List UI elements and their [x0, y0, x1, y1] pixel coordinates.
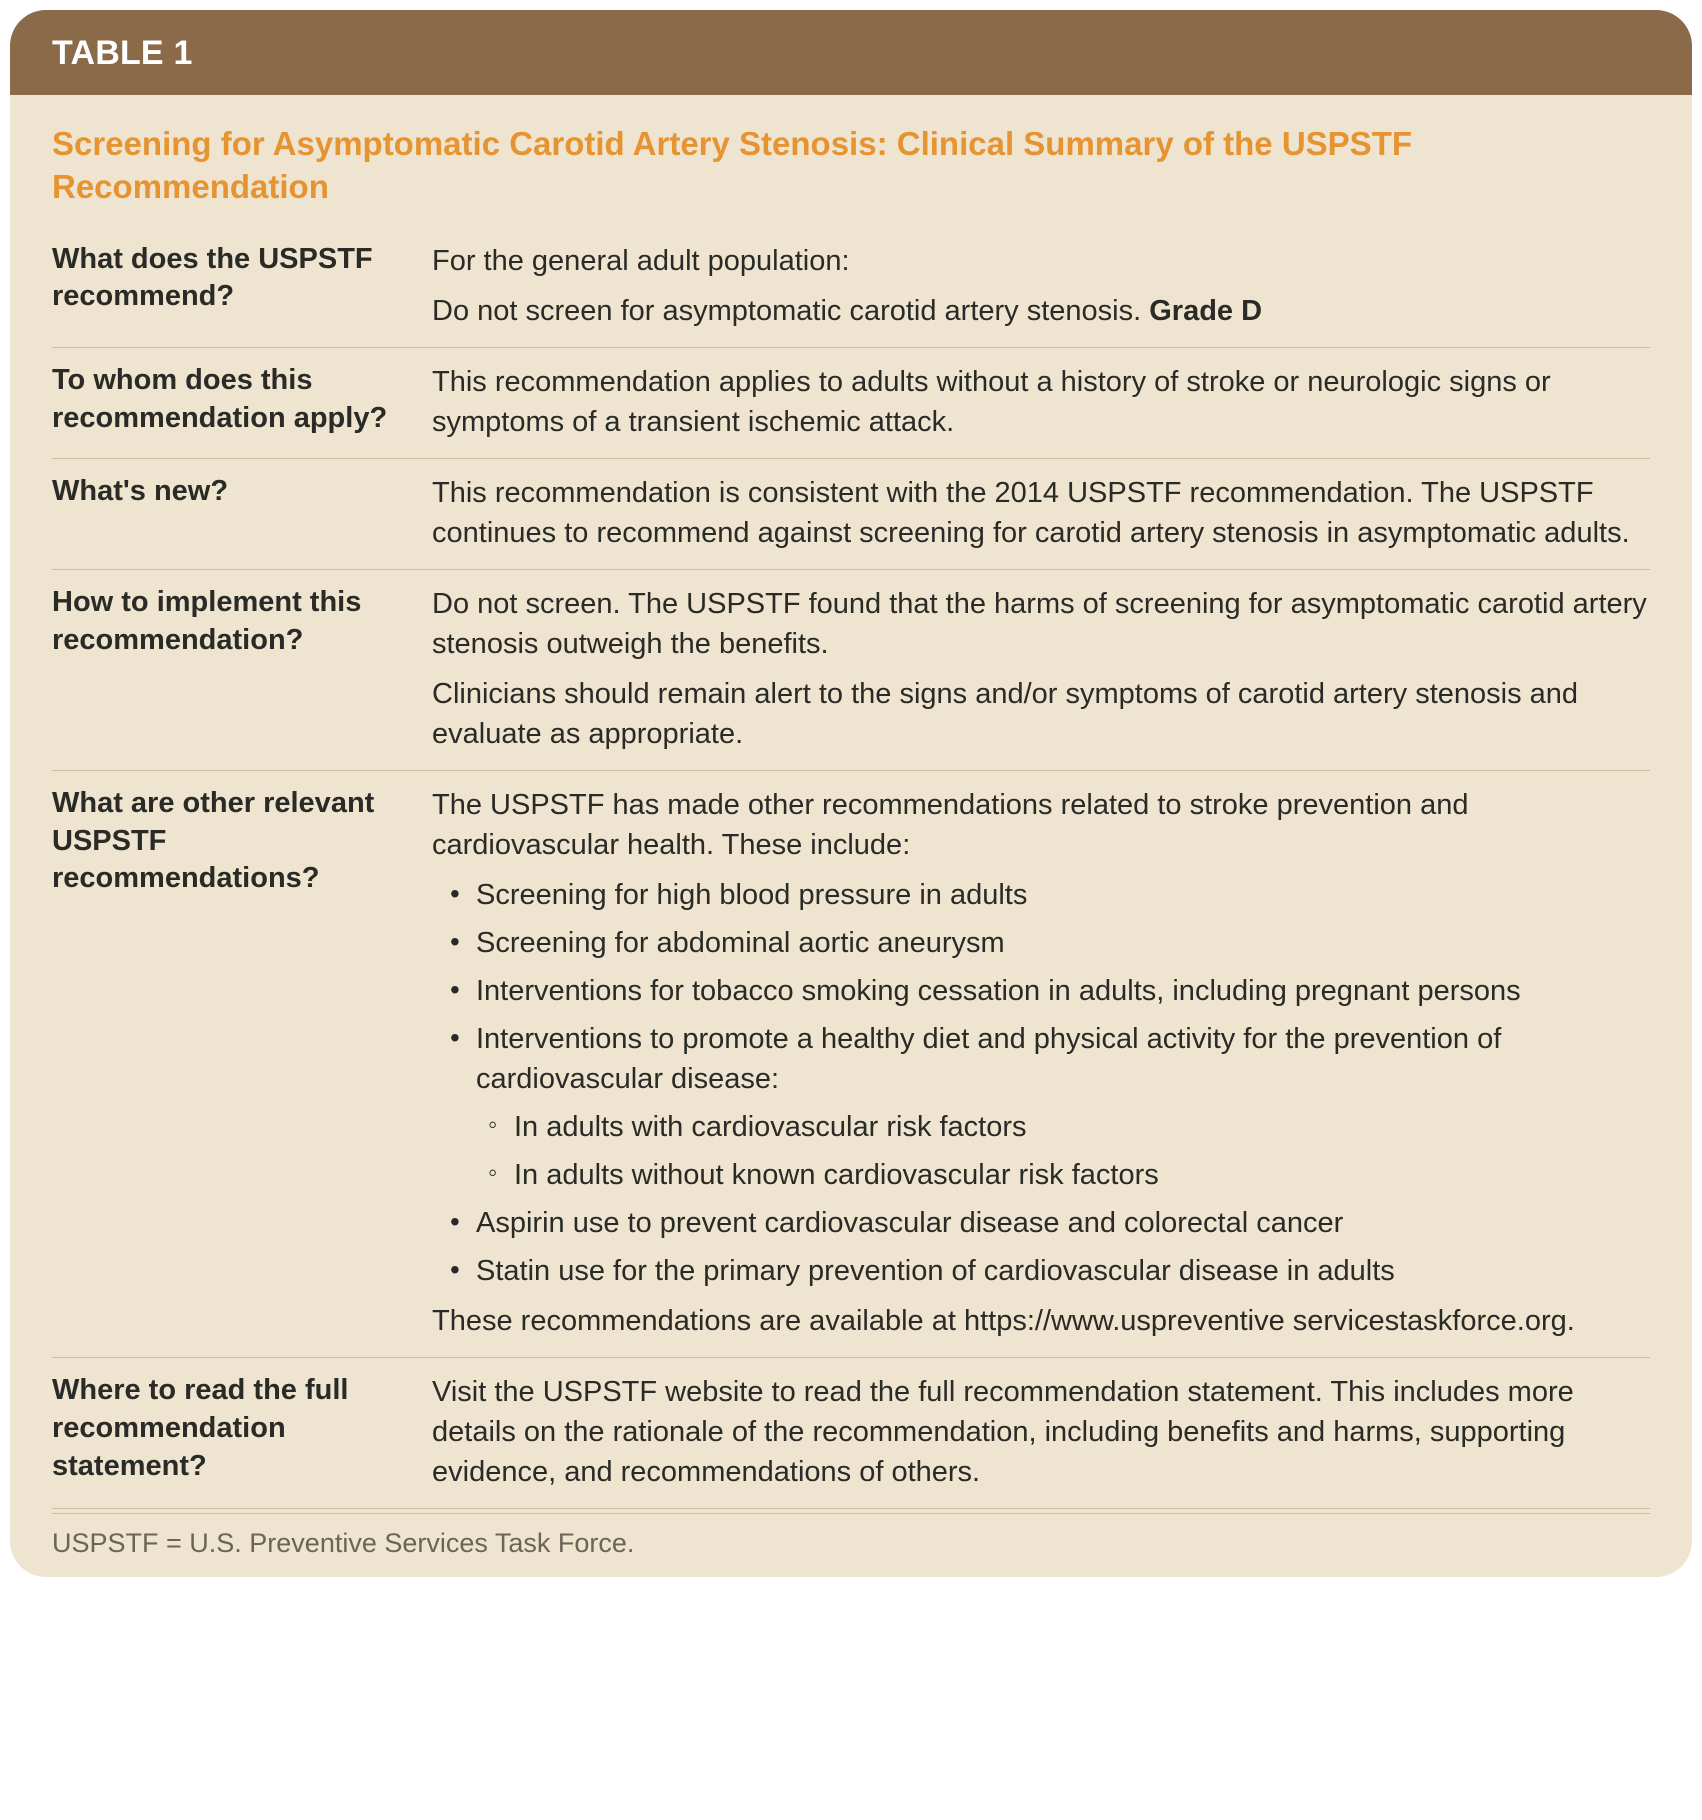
list-item: Aspirin use to prevent cardiovascular di… — [476, 1203, 1650, 1243]
list-item: Screening for abdominal aortic aneurysm — [476, 923, 1650, 963]
list-item: Interventions to promote a healthy diet … — [476, 1019, 1650, 1195]
row-text: The USPSTF has made other recommendation… — [432, 785, 1650, 865]
row-text: Do not screen for asymptomatic carotid a… — [432, 291, 1650, 331]
footnote-text: USPSTF = U.S. Preventive Services Task F… — [52, 1528, 1650, 1559]
row-label: What are other relevant USPSTF recommend… — [52, 785, 432, 1341]
row-content: This recommendation is consistent with t… — [432, 473, 1650, 553]
row-label: How to implement this recommendation? — [52, 584, 432, 754]
row-text: This recommendation applies to adults wi… — [432, 362, 1650, 442]
row-label: What's new? — [52, 473, 432, 553]
row-label: To whom does this recommendation apply? — [52, 362, 432, 442]
row-content: The USPSTF has made other recommendation… — [432, 785, 1650, 1341]
row-content: Do not screen. The USPSTF found that the… — [432, 584, 1650, 754]
row-content: For the general adult population: Do not… — [432, 241, 1650, 331]
row-text: Visit the USPSTF website to read the ful… — [432, 1372, 1650, 1492]
row-text: These recommendations are available at h… — [432, 1301, 1650, 1341]
table-row: Where to read the full recommendation st… — [52, 1358, 1650, 1509]
table-row: What are other relevant USPSTF recommend… — [52, 771, 1650, 1358]
row-text: Do not screen. The USPSTF found that the… — [432, 584, 1650, 664]
row-text: For the general adult population: — [432, 241, 1650, 281]
row-text-span: Do not screen for asymptomatic carotid a… — [432, 295, 1149, 327]
row-label: What does the USPSTF recommend? — [52, 241, 432, 331]
table-row: To whom does this recommendation apply? … — [52, 348, 1650, 459]
row-content: Visit the USPSTF website to read the ful… — [432, 1372, 1650, 1492]
list-item-text: Interventions to promote a healthy diet … — [476, 1023, 1501, 1095]
sub-bullet-list: In adults with cardiovascular risk facto… — [476, 1107, 1650, 1195]
list-item: In adults without known cardiovascular r… — [514, 1155, 1650, 1195]
footnote-section: USPSTF = U.S. Preventive Services Task F… — [52, 1513, 1650, 1559]
list-item: Screening for high blood pressure in adu… — [476, 875, 1650, 915]
row-text: This recommendation is consistent with t… — [432, 473, 1650, 553]
list-item: In adults with cardiovascular risk facto… — [514, 1107, 1650, 1147]
table-header: TABLE 1 — [10, 10, 1692, 95]
table-row: What does the USPSTF recommend? For the … — [52, 227, 1650, 348]
table-title: Screening for Asymptomatic Carotid Arter… — [52, 123, 1650, 209]
table-header-label: TABLE 1 — [52, 34, 1650, 73]
table-body: Screening for Asymptomatic Carotid Arter… — [10, 95, 1692, 1577]
table-container: TABLE 1 Screening for Asymptomatic Carot… — [10, 10, 1692, 1577]
list-item: Interventions for tobacco smoking cessat… — [476, 971, 1650, 1011]
row-content: This recommendation applies to adults wi… — [432, 362, 1650, 442]
row-text: Clinicians should remain alert to the si… — [432, 674, 1650, 754]
grade-badge: Grade D — [1149, 295, 1262, 327]
bullet-list: Screening for high blood pressure in adu… — [432, 875, 1650, 1291]
table-row: What's new? This recommendation is consi… — [52, 459, 1650, 570]
row-label: Where to read the full recommendation st… — [52, 1372, 432, 1492]
table-row: How to implement this recommendation? Do… — [52, 570, 1650, 771]
list-item: Statin use for the primary prevention of… — [476, 1251, 1650, 1291]
